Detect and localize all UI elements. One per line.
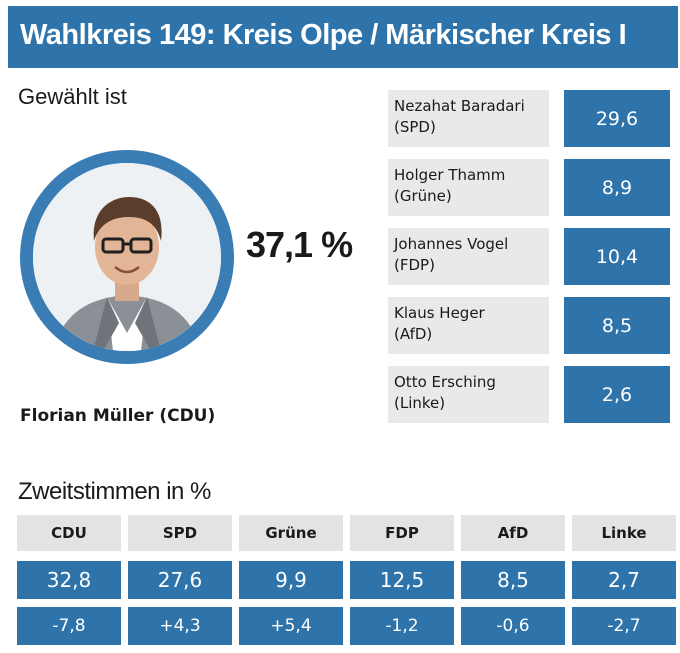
party-change: -7,8 [17, 607, 121, 645]
winner-name: Florian Müller (CDU) [20, 406, 216, 426]
party-header: AfD [461, 515, 565, 551]
party-value: 32,8 [17, 561, 121, 599]
candidate-list: Nezahat Baradari (SPD) 29,6 Holger Thamm… [388, 90, 670, 435]
candidate-name: Klaus Heger [394, 304, 485, 322]
party-header: FDP [350, 515, 454, 551]
page-title: Wahlkreis 149: Kreis Olpe / Märkischer K… [20, 19, 627, 51]
party-value: 8,5 [461, 561, 565, 599]
candidate-label: Holger Thamm (Grüne) [388, 159, 549, 216]
party-value: 2,7 [572, 561, 676, 599]
party-change: +4,3 [128, 607, 232, 645]
elected-label: Gewählt ist [18, 84, 127, 109]
candidate-party: (Linke) [394, 394, 446, 412]
header-bar: Wahlkreis 149: Kreis Olpe / Märkischer K… [8, 6, 678, 68]
candidate-row: Holger Thamm (Grüne) 8,9 [388, 159, 670, 216]
party-header: Linke [572, 515, 676, 551]
candidate-value: 8,5 [564, 297, 670, 354]
candidate-label: Otto Ersching (Linke) [388, 366, 549, 423]
candidate-value: 29,6 [564, 90, 670, 147]
party-change: -0,6 [461, 607, 565, 645]
party-change: -1,2 [350, 607, 454, 645]
winner-percent: 37,1 % [246, 224, 353, 265]
candidate-row: Nezahat Baradari (SPD) 29,6 [388, 90, 670, 147]
candidate-label: Nezahat Baradari (SPD) [388, 90, 549, 147]
winner-portrait-ring [20, 150, 234, 364]
candidate-name: Holger Thamm [394, 166, 506, 184]
candidate-label: Klaus Heger (AfD) [388, 297, 549, 354]
candidate-party: (Grüne) [394, 187, 452, 205]
candidate-row: Otto Ersching (Linke) 2,6 [388, 366, 670, 423]
candidate-label: Johannes Vogel (FDP) [388, 228, 549, 285]
party-value: 27,6 [128, 561, 232, 599]
candidate-party: (FDP) [394, 256, 435, 274]
candidate-value: 8,9 [564, 159, 670, 216]
candidate-party: (SPD) [394, 118, 436, 136]
candidate-value: 2,6 [564, 366, 670, 423]
party-change: +5,4 [239, 607, 343, 645]
party-header: CDU [17, 515, 121, 551]
candidate-row: Johannes Vogel (FDP) 10,4 [388, 228, 670, 285]
party-value: 9,9 [239, 561, 343, 599]
candidate-row: Klaus Heger (AfD) 8,5 [388, 297, 670, 354]
candidate-party: (AfD) [394, 325, 433, 343]
candidate-name: Johannes Vogel [394, 235, 509, 253]
person-portrait-icon [33, 163, 221, 351]
party-header: SPD [128, 515, 232, 551]
second-votes-heading: Zweitstimmen in % [18, 478, 211, 505]
candidate-name: Otto Ersching [394, 373, 496, 391]
party-change: -2,7 [572, 607, 676, 645]
party-value: 12,5 [350, 561, 454, 599]
candidate-value: 10,4 [564, 228, 670, 285]
candidate-name: Nezahat Baradari [394, 97, 525, 115]
party-header: Grüne [239, 515, 343, 551]
